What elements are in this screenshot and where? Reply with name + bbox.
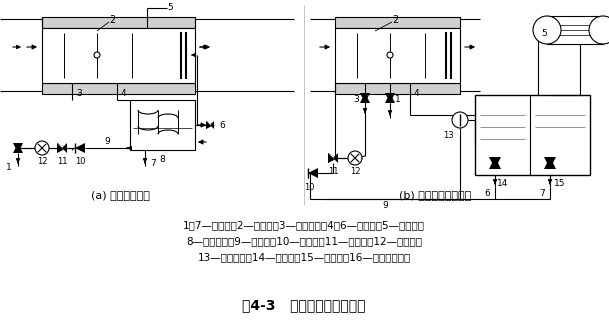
Text: (b) 利用壳管式蒸发器: (b) 利用壳管式蒸发器 [399,190,471,200]
Polygon shape [62,143,67,153]
Circle shape [589,16,609,44]
Text: 3: 3 [353,96,359,105]
Text: 13—冷媒水泵；14—回水箱；15—冷水箱；16—壳管式蒸发器: 13—冷媒水泵；14—回水箱；15—冷水箱；16—壳管式蒸发器 [197,252,410,262]
Bar [475,95,590,175]
Polygon shape [328,153,333,163]
Polygon shape [489,157,501,169]
Text: 12: 12 [350,168,361,176]
Text: 1: 1 [395,96,401,105]
Text: 15: 15 [554,179,566,187]
Text: 8: 8 [159,155,165,164]
Text: 9: 9 [104,137,110,145]
Polygon shape [385,93,395,103]
Circle shape [387,52,393,58]
Circle shape [35,141,49,155]
Text: 9: 9 [382,202,388,211]
Polygon shape [206,121,210,129]
Polygon shape [206,121,214,129]
Text: 5: 5 [541,28,547,37]
Text: 4: 4 [120,89,126,99]
Polygon shape [333,153,338,163]
Text: 11: 11 [57,158,67,166]
Polygon shape [57,143,67,153]
Text: 10: 10 [304,182,314,192]
Polygon shape [544,157,556,169]
Text: 7: 7 [150,160,156,169]
Text: 3: 3 [76,89,82,98]
Text: 2: 2 [392,15,398,25]
Text: 1、7—泄水管；2—喷水室；3—循环水管；4、6—溢水管；5—补水管；: 1、7—泄水管；2—喷水室；3—循环水管；4、6—溢水管；5—补水管； [183,220,425,230]
Bar [335,17,460,28]
Polygon shape [308,168,318,178]
Circle shape [94,52,100,58]
Bar [335,28,460,83]
Polygon shape [210,121,214,129]
Polygon shape [13,143,23,153]
Circle shape [452,112,468,128]
Text: 图4-3   自流回水式喷水系统: 图4-3 自流回水式喷水系统 [242,298,366,312]
Polygon shape [75,143,85,153]
Polygon shape [206,121,214,129]
Polygon shape [328,153,338,163]
Polygon shape [57,143,62,153]
Text: 4: 4 [413,89,419,98]
Polygon shape [328,153,338,163]
Polygon shape [360,93,370,103]
Text: 6: 6 [484,189,490,197]
Text: 13: 13 [443,131,453,141]
Bar [547,16,603,44]
Text: (a) 利用蒸发水箱: (a) 利用蒸发水箱 [91,190,149,200]
Text: 1: 1 [6,163,12,172]
Polygon shape [13,143,23,153]
Bar [42,28,195,83]
Text: 8—蒸发水箱；9—冷水管；10—止回阀；11—三通阀；12—喷水泵；: 8—蒸发水箱；9—冷水管；10—止回阀；11—三通阀；12—喷水泵； [186,236,422,246]
Text: 6: 6 [219,120,225,130]
Text: 14: 14 [498,179,509,187]
Text: 5: 5 [167,4,173,13]
Bar [335,83,460,94]
Circle shape [348,151,362,165]
Polygon shape [544,157,556,169]
Bar [42,17,195,28]
Circle shape [533,16,561,44]
Polygon shape [360,93,370,103]
Text: 11: 11 [328,168,338,176]
Text: 10: 10 [75,158,85,166]
Bar [130,100,195,150]
Polygon shape [385,93,395,103]
Text: 7: 7 [539,189,545,197]
Polygon shape [489,157,501,169]
Polygon shape [57,143,67,153]
Text: 2: 2 [109,15,115,25]
Text: 12: 12 [37,158,48,166]
Bar [42,83,195,94]
